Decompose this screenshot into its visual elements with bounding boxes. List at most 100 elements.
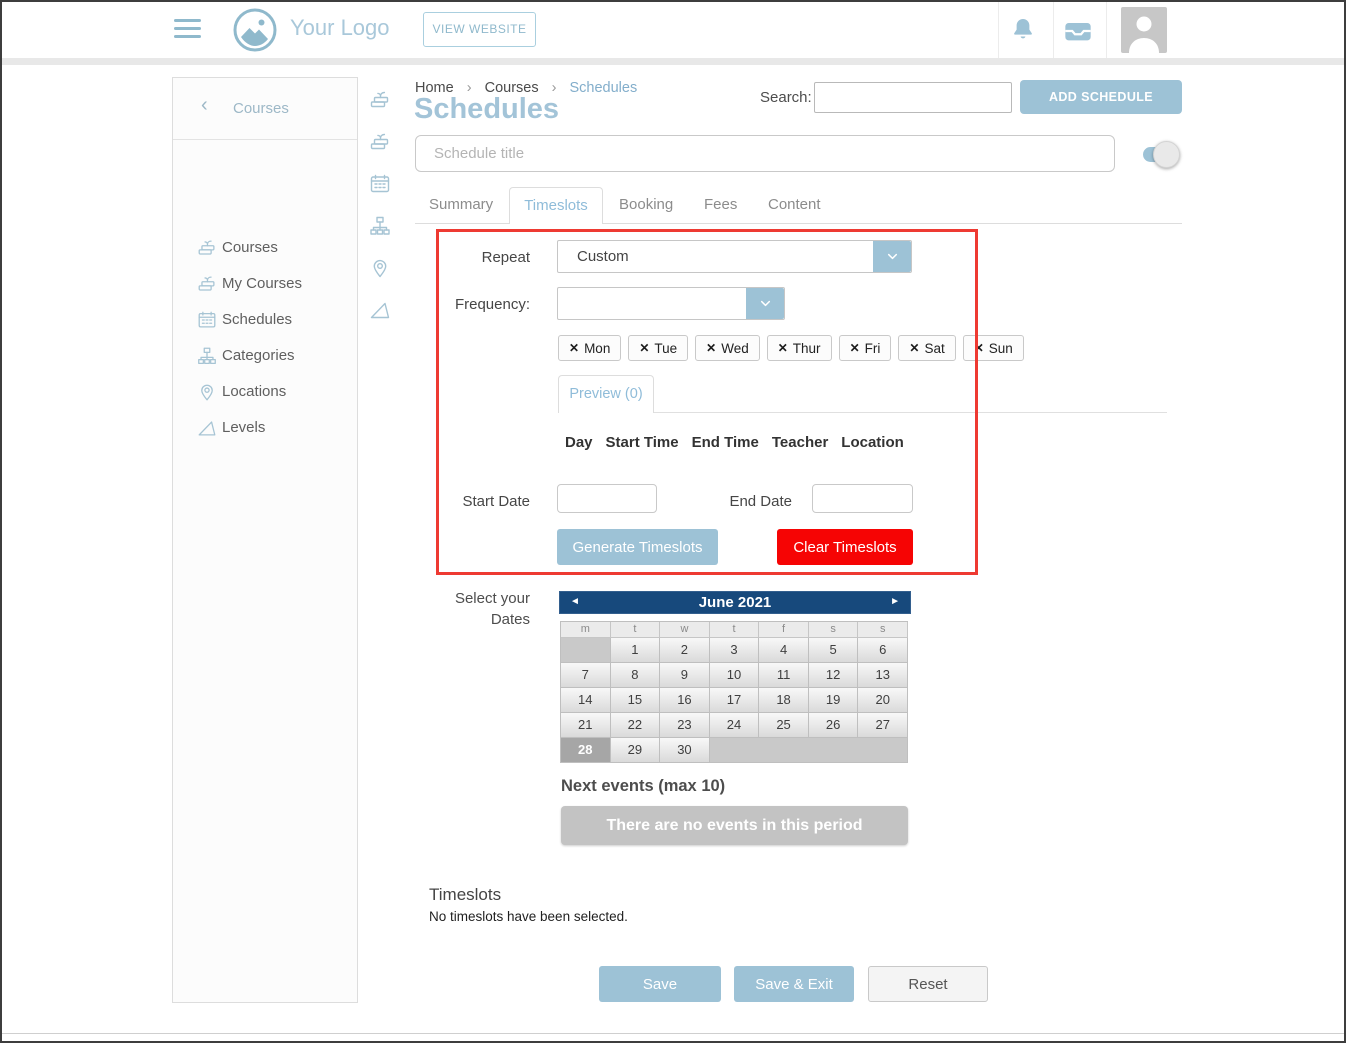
calendar-day[interactable]: 6 bbox=[858, 638, 908, 663]
day-chip-thur[interactable]: ✕ Thur bbox=[766, 335, 832, 361]
rail-schedules-icon[interactable] bbox=[368, 172, 394, 201]
calendar-day[interactable]: 21 bbox=[561, 713, 611, 738]
calendar-day[interactable]: 18 bbox=[759, 688, 809, 713]
clear-timeslots-button[interactable]: Clear Timeslots bbox=[777, 529, 913, 565]
chevron-down-icon[interactable] bbox=[873, 241, 911, 272]
start-date-input[interactable] bbox=[557, 484, 657, 513]
calendar-day[interactable]: 5 bbox=[808, 638, 859, 663]
rail-courses-icon[interactable] bbox=[368, 88, 394, 117]
calendar-day[interactable]: 14 bbox=[561, 688, 611, 713]
calendar-day[interactable]: 20 bbox=[858, 688, 908, 713]
tab-timeslots[interactable]: Timeslots bbox=[509, 187, 603, 224]
calendar-day[interactable]: 1 bbox=[610, 638, 661, 663]
calendar-day[interactable]: 13 bbox=[858, 663, 908, 688]
calendar-day[interactable]: 27 bbox=[858, 713, 908, 738]
selected-days-chips: ✕ Mon ✕ Tue ✕ Wed ✕ Thur ✕ Fri ✕ Sat ✕ Sun bbox=[558, 335, 1024, 361]
logo-text: Your Logo bbox=[290, 15, 390, 40]
calendar-day[interactable]: 8 bbox=[610, 663, 661, 688]
footer-divider bbox=[2, 1033, 1344, 1034]
toggle-knob[interactable] bbox=[1153, 141, 1180, 168]
schedule-title-input[interactable] bbox=[415, 135, 1115, 172]
remove-icon[interactable]: ✕ bbox=[849, 341, 860, 355]
user-avatar[interactable] bbox=[1121, 7, 1167, 53]
calendar-day[interactable]: 2 bbox=[660, 638, 710, 663]
add-schedule-button[interactable]: ADD SCHEDULE bbox=[1020, 80, 1182, 114]
prev-month-icon[interactable]: ◄ bbox=[570, 596, 580, 607]
day-chip-fri[interactable]: ✕ Fri bbox=[838, 335, 892, 361]
generate-timeslots-button[interactable]: Generate Timeslots bbox=[557, 529, 718, 565]
remove-icon[interactable]: ✕ bbox=[973, 341, 984, 355]
repeat-dropdown[interactable]: Custom bbox=[557, 240, 912, 273]
day-chip-tue[interactable]: ✕ Tue bbox=[628, 335, 689, 361]
dow-header: s bbox=[858, 622, 908, 638]
day-chip-sat[interactable]: ✕ Sat bbox=[898, 335, 956, 361]
calendar-day[interactable]: 26 bbox=[808, 713, 859, 738]
tab-content[interactable]: Content bbox=[768, 196, 821, 213]
remove-icon[interactable]: ✕ bbox=[706, 341, 717, 355]
breadcrumb-separator-icon: › bbox=[466, 80, 472, 96]
remove-icon[interactable]: ✕ bbox=[569, 341, 580, 355]
next-month-icon[interactable]: ► bbox=[890, 596, 900, 607]
day-chip-sun[interactable]: ✕ Sun bbox=[962, 335, 1024, 361]
end-date-input[interactable] bbox=[812, 484, 913, 513]
day-chip-mon[interactable]: ✕ Mon bbox=[558, 335, 622, 361]
tab-preview[interactable]: Preview (0) bbox=[558, 375, 654, 413]
sidebar-item-categories[interactable]: Categories bbox=[173, 344, 357, 370]
remove-icon[interactable]: ✕ bbox=[909, 341, 920, 355]
view-website-button[interactable]: VIEW WEBSITE bbox=[423, 12, 536, 47]
sidebar-back-courses[interactable]: ‹ Courses bbox=[173, 78, 357, 140]
calendar-day[interactable]: 4 bbox=[759, 638, 809, 663]
categories-icon bbox=[196, 345, 218, 372]
day-chip-wed[interactable]: ✕ Wed bbox=[695, 335, 760, 361]
repeat-value: Custom bbox=[577, 248, 629, 265]
calendar-day[interactable]: 17 bbox=[709, 688, 760, 713]
calendar-day[interactable]: 24 bbox=[709, 713, 760, 738]
calendar-day[interactable]: 15 bbox=[610, 688, 661, 713]
calendar-empty-cell bbox=[759, 738, 809, 763]
calendar-day[interactable]: 10 bbox=[709, 663, 760, 688]
tab-booking[interactable]: Booking bbox=[619, 196, 674, 213]
calendar-day[interactable]: 30 bbox=[660, 738, 710, 763]
calendar-day[interactable]: 3 bbox=[709, 638, 760, 663]
notifications-bell-icon[interactable] bbox=[1008, 15, 1038, 50]
chevron-down-icon[interactable] bbox=[746, 288, 784, 319]
calendar-day[interactable]: 25 bbox=[759, 713, 809, 738]
rail-levels-icon[interactable] bbox=[368, 298, 394, 327]
hamburger-menu-icon[interactable] bbox=[174, 19, 201, 43]
dow-header: t bbox=[610, 622, 661, 638]
calendar-day[interactable]: 16 bbox=[660, 688, 710, 713]
reset-button[interactable]: Reset bbox=[868, 966, 988, 1002]
search-input[interactable] bbox=[814, 82, 1012, 113]
header-divider bbox=[1053, 2, 1054, 58]
calendar-day[interactable]: 11 bbox=[759, 663, 809, 688]
calendar-day-selected[interactable]: 28 bbox=[561, 738, 611, 763]
remove-icon[interactable]: ✕ bbox=[639, 341, 650, 355]
breadcrumb-home[interactable]: Home bbox=[415, 80, 454, 96]
calendar-day[interactable]: 9 bbox=[660, 663, 710, 688]
sidebar-item-levels[interactable]: Levels bbox=[173, 416, 357, 442]
sidebar-item-locations[interactable]: Locations bbox=[173, 380, 357, 406]
calendar-day[interactable]: 29 bbox=[610, 738, 661, 763]
tab-summary[interactable]: Summary bbox=[429, 196, 494, 213]
frequency-dropdown[interactable] bbox=[557, 287, 785, 320]
left-sidebar: ‹ Courses Courses My Courses Schedules bbox=[172, 77, 358, 1003]
calendar-day[interactable]: 19 bbox=[808, 688, 859, 713]
save-exit-button[interactable]: Save & Exit bbox=[734, 966, 854, 1002]
rail-my-courses-icon[interactable] bbox=[368, 130, 394, 159]
calendar-day[interactable]: 12 bbox=[808, 663, 859, 688]
calendar-day[interactable]: 23 bbox=[660, 713, 710, 738]
rail-locations-icon[interactable] bbox=[368, 256, 394, 285]
dow-header: w bbox=[660, 622, 710, 638]
logo-image-icon[interactable] bbox=[232, 7, 278, 58]
tab-fees[interactable]: Fees bbox=[704, 196, 738, 213]
save-button[interactable]: Save bbox=[599, 966, 721, 1002]
calendar-day[interactable]: 22 bbox=[610, 713, 661, 738]
remove-icon[interactable]: ✕ bbox=[777, 341, 788, 355]
inbox-icon[interactable] bbox=[1062, 17, 1094, 50]
sidebar-item-courses[interactable]: Courses bbox=[173, 236, 357, 262]
rail-categories-icon[interactable] bbox=[368, 214, 394, 243]
breadcrumb-courses[interactable]: Courses bbox=[484, 80, 539, 96]
sidebar-item-schedules[interactable]: Schedules bbox=[173, 308, 357, 334]
sidebar-item-my-courses[interactable]: My Courses bbox=[173, 272, 357, 298]
calendar-day[interactable]: 7 bbox=[561, 663, 611, 688]
